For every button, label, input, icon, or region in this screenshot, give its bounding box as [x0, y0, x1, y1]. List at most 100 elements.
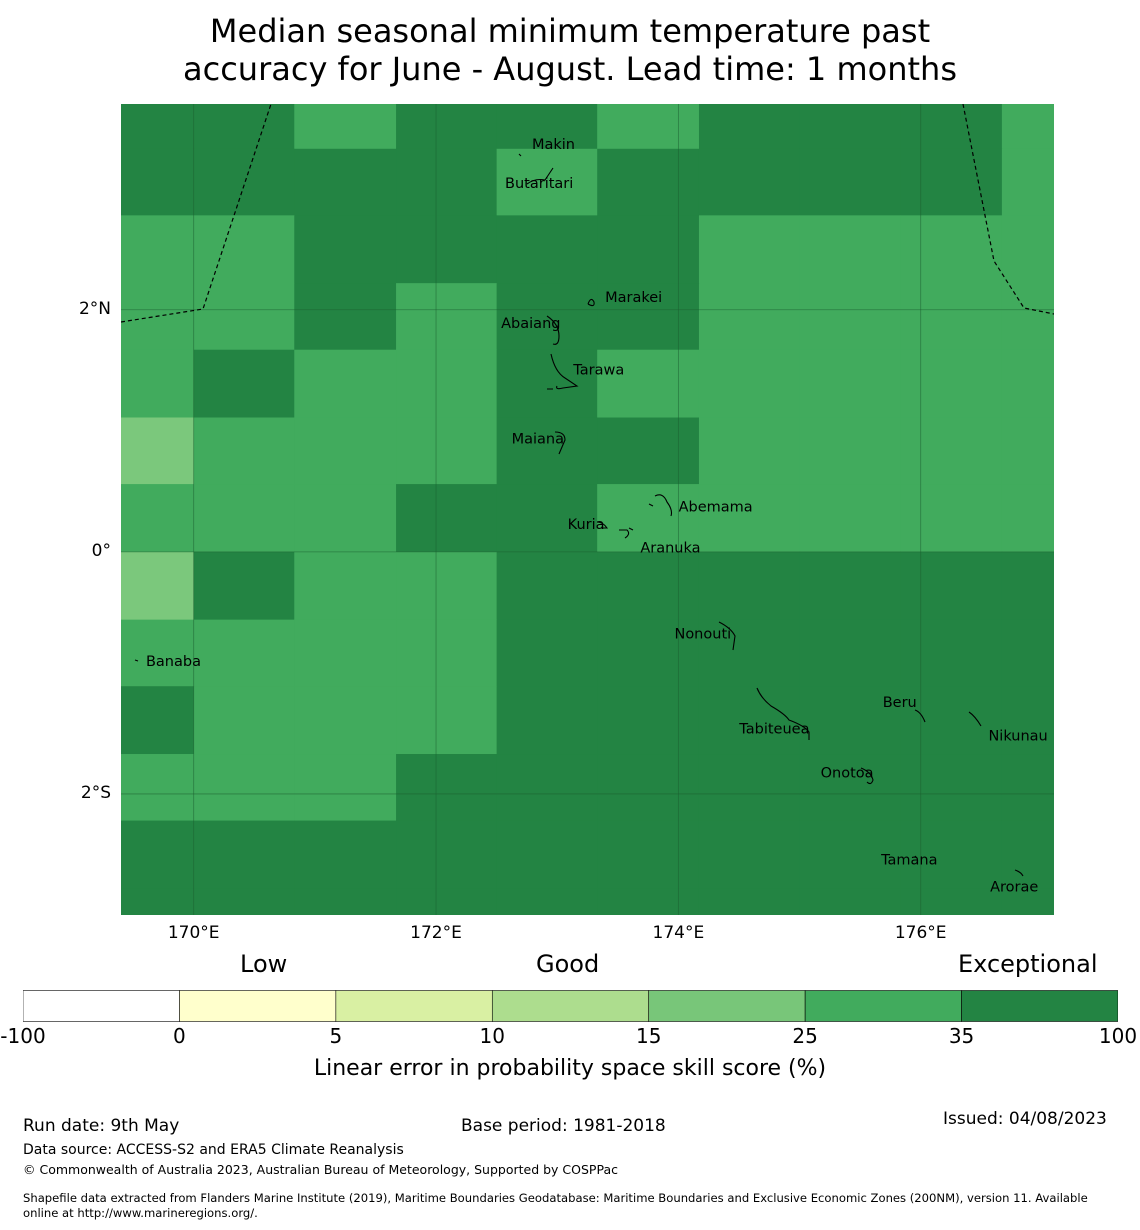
skill-cell: [496, 148, 598, 216]
skill-cell: [193, 754, 295, 822]
skill-cell: [900, 349, 1003, 419]
island-label: Beru: [883, 695, 917, 711]
skill-cell: [193, 888, 295, 915]
skill-cell: [597, 104, 700, 150]
colorbar-bin: [648, 990, 806, 1022]
skill-cell: [496, 349, 598, 419]
run-date: Run date: 9th May: [23, 1116, 180, 1136]
marakei-coastline: [587, 298, 595, 307]
skill-cell: [597, 820, 700, 889]
skill-cell: [294, 754, 397, 822]
abaiang-coastline: [546, 315, 560, 345]
skill-cell: [900, 148, 1003, 216]
skill-cell: [294, 484, 397, 553]
map-title-line-1: Median seasonal minimum temperature past: [209, 12, 931, 50]
colorbar-tick-label: 15: [635, 1024, 662, 1048]
skill-cell: [193, 484, 295, 553]
skill-cell: [799, 820, 901, 889]
island-label: Aranuka: [640, 540, 700, 556]
skill-cell: [121, 619, 195, 687]
skill-cell: [698, 686, 801, 755]
kuria-coastline: [596, 521, 609, 529]
skill-cell: [799, 417, 901, 485]
skill-cell: [294, 104, 397, 150]
map-title-line-2: accuracy for June - August. Lead time: 1…: [183, 50, 957, 88]
skill-cell: [597, 619, 700, 687]
colorbar-category-low: Low: [240, 950, 288, 978]
skill-cell: [294, 820, 397, 889]
nonouti-coastline: [718, 621, 736, 651]
skill-cell: [900, 417, 1003, 485]
skill-cell: [121, 888, 195, 915]
skill-cell: [900, 888, 1003, 915]
skill-cell: [698, 888, 801, 915]
skill-cell: [496, 686, 598, 755]
maritime-boundary-lines: [121, 104, 1054, 323]
latitude-tick-label: 2°S: [80, 782, 111, 803]
skill-map: Makin Butaritari Marakei Abaiang Tarawa Maian…: [121, 104, 1054, 915]
skill-cell: [496, 215, 598, 284]
skill-cell: [597, 349, 700, 419]
tarawa-coastline: [547, 353, 579, 390]
island-label: Onotoa: [821, 766, 874, 782]
colorbar-tick-label: 35: [948, 1024, 975, 1048]
skill-cell: [698, 820, 801, 889]
skill-cell: [1001, 417, 1054, 485]
skill-cell: [698, 484, 801, 553]
colorbar-tick-label: 0: [173, 1024, 186, 1048]
banaba-coastline: [134, 659, 139, 662]
colorbar-bins: [23, 990, 1118, 1022]
maiana-coastline: [554, 431, 566, 455]
skill-cell: [294, 888, 397, 915]
skill-cell: [193, 619, 295, 687]
nikunau-coastline: [968, 711, 982, 727]
skill-cell: [597, 215, 700, 284]
skill-cell: [799, 619, 901, 687]
tabiteuea-coastline: [756, 687, 810, 740]
skill-cell: [799, 349, 901, 419]
graticule-lines: [121, 104, 1054, 915]
skill-cell: [799, 104, 901, 150]
skill-cell: [396, 484, 498, 553]
skill-cell: [496, 484, 598, 553]
skill-cell: [121, 484, 195, 553]
skill-cell: [1001, 686, 1054, 755]
skill-cell: [294, 215, 397, 284]
eez-boundary-northwest: [121, 104, 272, 323]
skill-cell: [294, 619, 397, 687]
skill-cell: [294, 551, 397, 621]
skill-cell: [698, 283, 801, 351]
skill-cell: [1001, 104, 1054, 150]
shapefile-credit-line-2: online at http://www.marineregions.org/.: [23, 1206, 258, 1220]
skill-cell: [597, 888, 700, 915]
colorbar-tick-label: 25: [792, 1024, 818, 1048]
skill-cell: [698, 754, 801, 822]
island-label: Maiana: [512, 431, 564, 447]
shapefile-credit-line-1: Shapefile data extracted from Flanders M…: [23, 1191, 1088, 1205]
island-label: Abemama: [679, 499, 753, 515]
skill-cell: [121, 686, 195, 755]
colorbar-tick-label: 10: [479, 1024, 505, 1048]
skill-cell: [1001, 349, 1054, 419]
skill-cell: [193, 417, 295, 485]
skill-cell: [193, 104, 295, 150]
skill-cell: [799, 283, 901, 351]
latitude-tick-label: 0°: [91, 540, 111, 561]
island-label: Tarawa: [572, 362, 624, 378]
skill-cell: [900, 551, 1003, 621]
skill-cell: [1001, 551, 1054, 621]
copyright-notice: © Commonwealth of Australia 2023, Austra…: [23, 1162, 618, 1177]
skill-cell: [597, 484, 700, 553]
skill-cell: [294, 417, 397, 485]
island-label: Marakei: [605, 290, 662, 306]
skill-cell: [597, 148, 700, 216]
skill-cell: [900, 754, 1003, 822]
skill-cell: [698, 148, 801, 216]
skill-cell: [193, 349, 295, 419]
colorbar-axis-label: Linear error in probability space skill …: [313, 1056, 827, 1081]
colorbar: [23, 990, 1118, 1022]
skill-cell: [121, 551, 195, 621]
island-label: Butaritari: [505, 176, 573, 192]
skill-cell: [396, 417, 498, 485]
longitude-tick-label: 174°E: [652, 923, 705, 943]
